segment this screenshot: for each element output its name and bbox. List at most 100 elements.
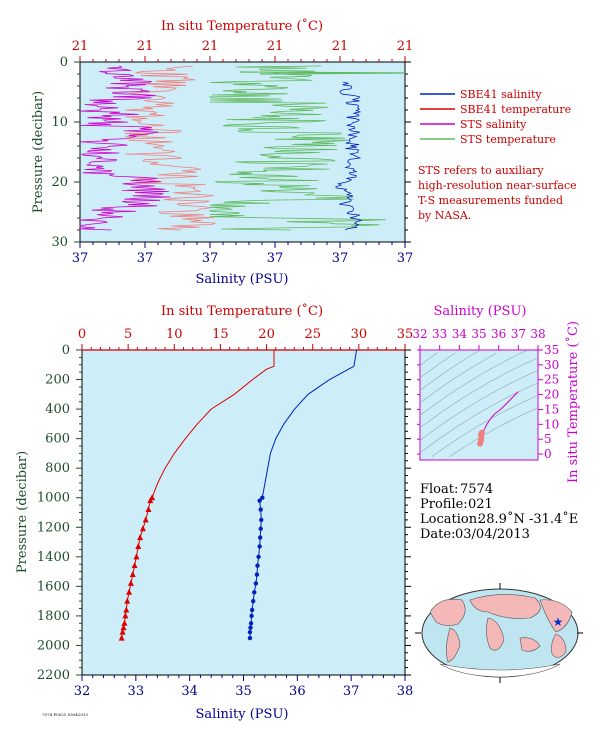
note-line: STS refers to auxiliary [418,164,544,177]
main-left-axis-title: Pressure (decibar) [15,451,30,573]
temperature-marker [127,579,134,586]
top-panel-left-tick-label: 0 [60,55,68,70]
map-landmass [446,627,461,663]
salinity-marker [257,498,262,503]
temperature-marker [139,525,146,532]
density-contour [419,370,539,441]
main-top-tick-label: 10 [166,327,183,342]
ts-right-tick-label: 35 [544,343,559,357]
main-bottom-tick-label: 38 [397,684,414,699]
main-left-tick-label: 2000 [37,638,70,653]
footer-small-text: 7574 P0021 03042013 [42,712,88,717]
sts-temperature-surface-spike [239,71,406,75]
main-plot-area [81,349,406,676]
main-top-tick-label: 0 [78,327,86,342]
ts-top-tick-label: 36 [491,327,506,341]
top-panel-bottom-tick-label: 37 [267,251,284,266]
legend-label: SBE41 salinity [460,88,542,101]
ts-top-tick-label: 35 [471,327,486,341]
map-landmass [486,617,505,651]
main-left-tick-label: 200 [45,373,70,388]
top-panel-top-tick-label: 21 [137,39,154,54]
salinity-marker [247,629,253,635]
top-panel-left-tick-label: 10 [51,115,68,130]
salinity-marker [258,507,263,512]
main-left-tick-label: 1000 [37,491,70,506]
salinity-marker [247,635,253,641]
ts-right-tick-label: 25 [544,373,559,387]
ts-right-tick-label: 10 [544,417,559,431]
temperature-marker [118,634,125,641]
top-panel-bottom-tick-label: 37 [202,251,219,266]
salinity-marker [255,563,260,568]
top-panel-top-tick-label: 21 [202,39,219,54]
top-panel-top-tick-label: 21 [267,39,284,54]
ts-top-tick-label: 32 [412,327,427,341]
main-bottom-tick-label: 33 [128,684,145,699]
ts-top-tick-label: 34 [452,327,468,341]
main-top-tick-label: 20 [258,327,275,342]
main-top-tick-label: 25 [304,327,321,342]
temperature-marker [124,597,131,604]
temperature-marker [142,516,149,523]
main-bottom-tick-label: 32 [74,684,91,699]
temperature-marker [145,506,152,513]
main-top-tick-label: 30 [351,327,368,342]
ts-top-tick-label: 37 [511,327,526,341]
legend-label: STS salinity [460,118,527,131]
world-map: ★ [415,583,583,683]
density-contour [431,395,539,457]
density-contour [419,357,539,429]
main-bottom-tick-label: 36 [289,684,306,699]
salinity-marker [257,544,262,549]
map-landmass [429,598,466,626]
main-left-tick-label: 1400 [37,550,70,565]
map-landmass [551,633,567,658]
main-left-tick-label: 800 [45,461,70,476]
temperature-marker [123,606,130,613]
top-panel-top-tick-label: 21 [72,39,89,54]
top-panel-top-axis-title: In situ Temperature (˚C) [161,18,323,34]
sts-salinity-trace [79,65,171,231]
top-panel-bottom-tick-label: 37 [332,251,349,266]
legend-label: STS temperature [460,133,556,146]
main-left-tick-label: 1200 [37,520,70,535]
info-label: Float: [420,482,458,497]
top-panel-top-tick-label: 21 [332,39,349,54]
ts-right-tick-label: 5 [544,432,552,446]
density-contour [419,352,438,366]
salinity-marker [260,495,265,500]
info-value: 28.9˚N -31.4˚E [478,511,578,527]
top-panel-bottom-axis-title: Salinity (PSU) [196,272,289,287]
density-contour [419,352,497,404]
main-bottom-tick-label: 37 [343,684,360,699]
temperature-marker [131,562,138,569]
main-left-tick-label: 1600 [37,579,70,594]
salinity-marker [256,554,261,560]
sbe41-temperature-light-trace [124,65,216,231]
temperature-marker [119,628,126,635]
temperature-marker [147,497,154,504]
ts-top-tick-label: 33 [432,327,447,341]
salinity-marker [253,581,259,586]
temperature-marker [137,534,144,541]
temperature-marker [120,624,127,631]
ts-deep-marker [478,429,485,436]
ts-top-tick-label: 38 [530,327,545,341]
top-panel-left-axis-title: Pressure (decibar) [31,91,46,213]
density-contour [419,350,527,416]
temperature-marker [133,553,140,560]
note-line: by NASA. [418,209,471,222]
density-contour [419,352,456,379]
main-left-tick-label: 2200 [37,668,70,683]
main-top-axis-title: In situ Temperature (˚C) [161,303,323,319]
info-value: 03/04/2013 [455,527,530,542]
salinity-marker [248,625,253,630]
temperature-marker [135,542,142,549]
temperature-marker [129,571,136,578]
ts-right-tick-label: 0 [544,447,552,461]
sbe41-salinity-trace [335,81,363,231]
salinity-marker [259,517,264,523]
salinity-marker [254,572,260,577]
